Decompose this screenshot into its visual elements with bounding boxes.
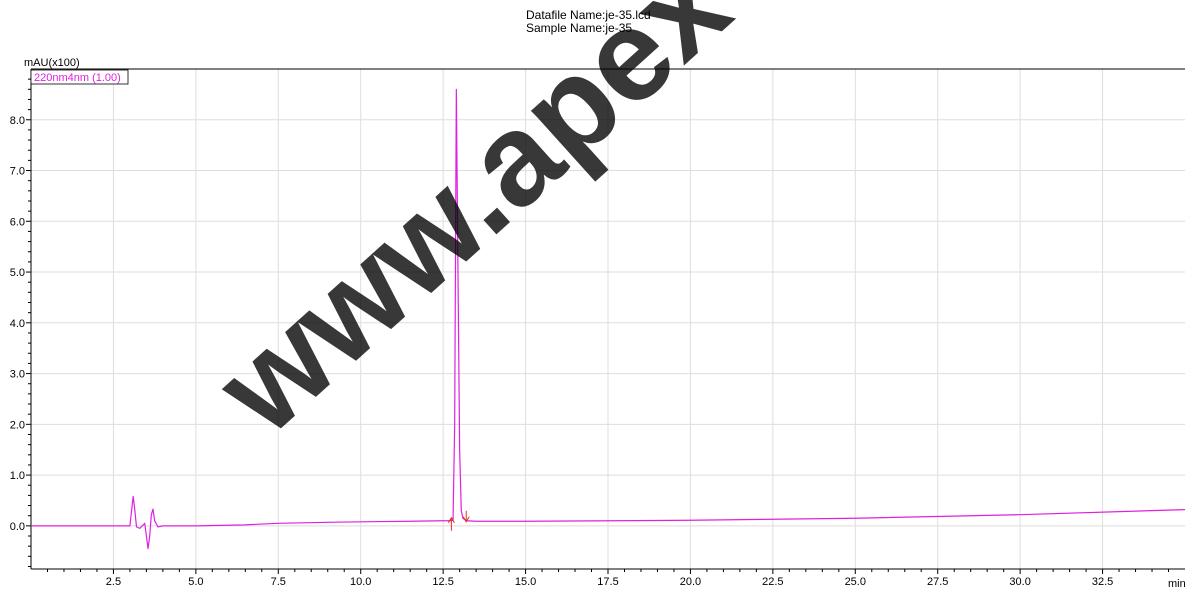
x-tick-label-4: 12.5 xyxy=(432,576,453,588)
x-tick-label-10: 27.5 xyxy=(927,576,948,588)
x-tick-label-7: 20.0 xyxy=(680,576,701,588)
y-tick-label-2: 2.0 xyxy=(10,419,25,431)
peak-markers xyxy=(447,510,470,531)
x-tick-label-2: 7.5 xyxy=(271,576,286,588)
y-tick-label-0: 0.0 xyxy=(10,521,25,533)
datafile-name: Datafile Name:je-35.lcd xyxy=(526,8,651,22)
x-axis-label: min xyxy=(1168,578,1185,590)
x-tick-label-8: 22.5 xyxy=(762,576,783,588)
x-tick-label-11: 30.0 xyxy=(1009,576,1030,588)
peak-end-marker-arrow xyxy=(462,516,470,523)
series-line-0 xyxy=(31,88,1185,550)
x-tick-label-3: 10.0 xyxy=(350,576,371,588)
legend: 220nm4nm (1.00) xyxy=(30,69,129,85)
x-tick-label-0: 2.5 xyxy=(106,576,121,588)
x-tick-label-12: 32.5 xyxy=(1092,576,1113,588)
ticks: 2.5 5.0 7.5 10.0 12.5 15.0 17.5 20.0 22.5 25.0 27.… xyxy=(10,78,1170,588)
y-tick-label-4: 4.0 xyxy=(10,318,25,330)
chart-header: Datafile Name:je-35.lcd Sample Name:je-3… xyxy=(526,9,651,35)
grid xyxy=(31,69,1185,569)
y-tick-label-8: 8.0 xyxy=(10,115,25,127)
legend-box xyxy=(30,69,129,85)
sample-name: Sample Name:je-35 xyxy=(526,21,633,35)
y-tick-label-1: 1.0 xyxy=(10,470,25,482)
legend-entry-220nm: 220nm4nm (1.00) xyxy=(34,72,121,84)
x-tick-label-6: 17.5 xyxy=(597,576,618,588)
y-tick-label-3: 3.0 xyxy=(10,369,25,381)
x-tick-label-9: 25.0 xyxy=(845,576,866,588)
y-tick-label-6: 6.0 xyxy=(10,216,25,228)
y-tick-label-7: 7.0 xyxy=(10,166,25,178)
y-tick-label-5: 5.0 xyxy=(10,267,25,279)
peak-start-marker-arrow xyxy=(447,516,455,524)
y-axis-label: mAU(x100) xyxy=(24,57,80,69)
x-tick-label-5: 15.0 xyxy=(515,576,536,588)
series-layer xyxy=(31,88,1185,550)
x-tick-label-1: 5.0 xyxy=(188,576,203,588)
